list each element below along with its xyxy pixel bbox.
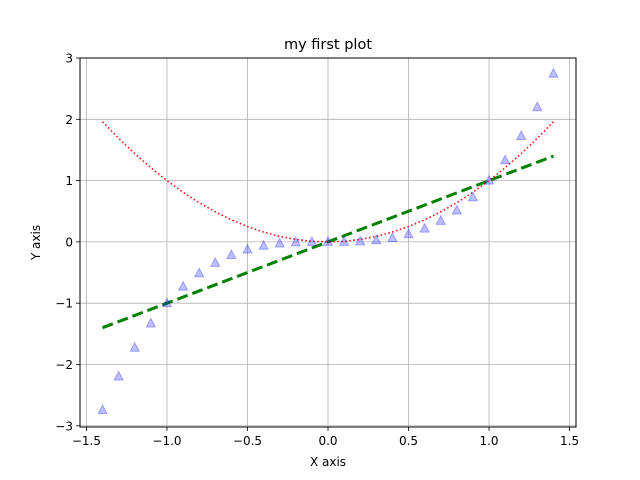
triangle-marker: [532, 101, 543, 112]
triangle-marker: [435, 214, 447, 225]
y-tick-label: 3: [65, 52, 73, 66]
y-tick-label: 2: [65, 113, 73, 127]
triangle-marker: [306, 235, 318, 246]
series-line-dotted: [102, 121, 554, 243]
triangle-marker: [419, 222, 430, 233]
y-axis-label: Y axis: [29, 225, 43, 261]
triangle-marker: [483, 174, 495, 185]
triangle-marker: [338, 235, 350, 246]
y-tick-label: −3: [55, 419, 73, 433]
chart-title: my first plot: [284, 37, 372, 53]
triangle-marker: [515, 129, 527, 140]
ticks: −1.5 −1.0 −0.5 0.0 0.5 1.0 1.5 −3 −2 −1 0 1 2 3: [55, 52, 579, 449]
x-tick-label: 1.5: [560, 434, 579, 448]
triangle-marker: [403, 228, 414, 239]
series-line-dashed: [102, 154, 554, 330]
triangle-marker: [467, 191, 479, 202]
y-tick-label: −2: [55, 358, 73, 372]
triangle-marker: [226, 249, 237, 260]
triangle-marker: [113, 370, 124, 381]
triangle-marker: [242, 243, 253, 254]
y-tick-label: 1: [65, 174, 73, 188]
triangle-marker: [290, 236, 302, 247]
x-tick-label: −0.5: [233, 434, 262, 448]
triangle-marker: [354, 235, 366, 246]
x-axis-label: X axis: [310, 455, 346, 469]
y-tick-label: 0: [65, 235, 73, 249]
triangle-marker: [258, 239, 269, 250]
triangle-marker: [499, 154, 511, 165]
triangle-marker: [370, 234, 382, 245]
x-tick-label: 0.0: [318, 434, 337, 448]
x-tick-label: 1.0: [479, 434, 498, 448]
triangle-marker: [193, 267, 205, 278]
x-tick-label: 0.5: [399, 434, 418, 448]
triangle-marker: [451, 204, 463, 215]
x-tick-label: −1.0: [152, 434, 181, 448]
series-layer: [97, 67, 559, 415]
x-tick-label: −1.5: [72, 434, 101, 448]
triangle-marker: [322, 235, 334, 246]
triangle-marker: [548, 67, 559, 78]
triangle-marker: [209, 256, 221, 267]
triangle-marker: [387, 231, 398, 242]
y-tick-label: −1: [55, 297, 73, 311]
triangle-marker: [129, 341, 141, 352]
triangle-marker: [177, 280, 189, 291]
triangle-marker: [145, 317, 157, 328]
triangle-marker: [97, 404, 108, 415]
triangle-marker: [274, 237, 286, 248]
triangle-marker: [161, 297, 173, 308]
